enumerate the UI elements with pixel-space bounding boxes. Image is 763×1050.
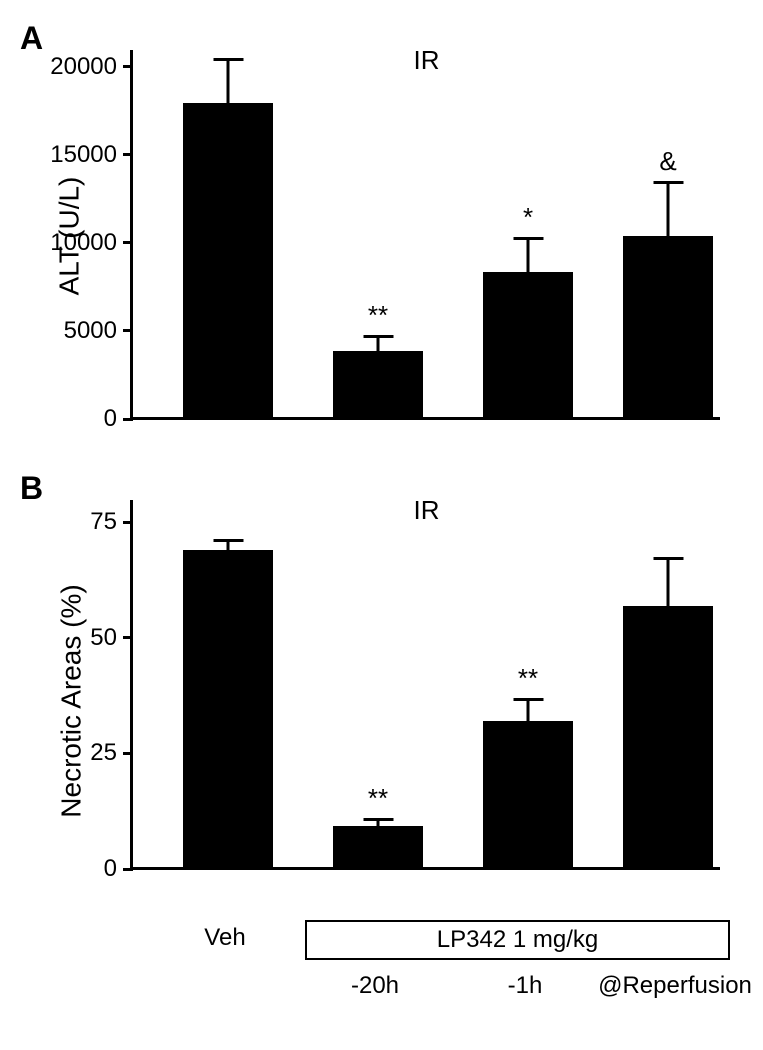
- significance-label: **: [368, 783, 388, 814]
- y-tick-mark: [123, 636, 133, 639]
- significance-label: **: [368, 300, 388, 331]
- bar: [333, 826, 423, 867]
- panel-a: A ALT (U/L) IR ***& 05000100001500020000: [20, 20, 743, 430]
- panel-a-chart: IR ***& 05000100001500020000: [130, 50, 720, 420]
- significance-label: &: [659, 146, 676, 177]
- error-bar: [227, 58, 230, 104]
- panel-a-bars-area: ***&: [133, 50, 720, 417]
- y-tick: 15000: [50, 141, 133, 169]
- bar: [623, 606, 713, 867]
- y-tick-label: 20000: [50, 53, 117, 81]
- bar-group: [623, 606, 713, 867]
- error-bar: [527, 698, 530, 721]
- error-bar: [377, 335, 380, 351]
- bar-group: &: [623, 236, 713, 417]
- error-cap: [363, 335, 393, 338]
- error-cap: [213, 539, 243, 542]
- y-tick-mark: [123, 868, 133, 871]
- x-label-veh: Veh: [204, 924, 245, 952]
- y-tick-label: 0: [104, 405, 117, 433]
- bar-group: **: [333, 351, 423, 417]
- significance-label: *: [523, 202, 533, 233]
- y-tick-mark: [123, 418, 133, 421]
- y-tick: 50: [90, 624, 133, 652]
- y-tick: 20000: [50, 53, 133, 81]
- error-cap: [513, 237, 543, 240]
- panel-b-bars-area: ** **: [133, 500, 720, 867]
- error-bar: [377, 818, 380, 826]
- x-time-label: @Reperfusion: [598, 972, 752, 1000]
- y-tick-mark: [123, 521, 133, 524]
- y-tick: 0: [104, 855, 133, 883]
- bar: [623, 236, 713, 417]
- x-axis-row2: -20h-1h@Reperfusion: [130, 972, 743, 1007]
- y-tick: 0: [104, 405, 133, 433]
- panel-a-label: A: [20, 20, 43, 57]
- y-tick-label: 15000: [50, 141, 117, 169]
- y-tick-mark: [123, 329, 133, 332]
- error-cap: [653, 181, 683, 184]
- y-tick-label: 0: [104, 855, 117, 883]
- y-tick-mark: [123, 153, 133, 156]
- bar-group: **: [483, 721, 573, 867]
- error-bar: [667, 557, 670, 606]
- figure-container: A ALT (U/L) IR ***& 05000100001500020000…: [20, 20, 743, 1007]
- error-cap: [653, 557, 683, 560]
- y-tick: 25: [90, 739, 133, 767]
- bar-group: *: [483, 272, 573, 417]
- x-time-label: -20h: [351, 972, 399, 1000]
- error-cap: [513, 698, 543, 701]
- error-bar: [527, 237, 530, 271]
- bar-group: [183, 550, 273, 867]
- y-tick-label: 25: [90, 739, 117, 767]
- treatment-box: LP342 1 mg/kg: [305, 920, 730, 960]
- error-bar: [227, 539, 230, 551]
- bar: [483, 721, 573, 867]
- y-tick-mark: [123, 65, 133, 68]
- error-bar: [667, 181, 670, 237]
- y-tick-label: 50: [90, 624, 117, 652]
- bar: [483, 272, 573, 417]
- y-tick-label: 5000: [64, 317, 117, 345]
- x-time-label: -1h: [508, 972, 543, 1000]
- panel-b-chart: IR **** 0255075: [130, 500, 720, 870]
- y-tick: 5000: [64, 317, 133, 345]
- x-axis-row1: Veh LP342 1 mg/kg: [130, 920, 743, 962]
- bar-group: [183, 103, 273, 417]
- panel-b-label: B: [20, 470, 43, 507]
- error-cap: [213, 58, 243, 61]
- y-tick-label: 10000: [50, 229, 117, 257]
- y-tick-mark: [123, 241, 133, 244]
- y-tick-mark: [123, 752, 133, 755]
- bar: [333, 351, 423, 417]
- bar: [183, 103, 273, 417]
- significance-label: **: [518, 663, 538, 694]
- bar-group: **: [333, 826, 423, 867]
- panel-b: B Necrotic Areas (%) IR **** 0255075: [20, 470, 743, 880]
- panel-b-ylabel: Necrotic Areas (%): [56, 584, 88, 817]
- y-tick: 10000: [50, 229, 133, 257]
- y-tick: 75: [90, 508, 133, 536]
- y-tick-label: 75: [90, 508, 117, 536]
- error-cap: [363, 818, 393, 821]
- bar: [183, 550, 273, 867]
